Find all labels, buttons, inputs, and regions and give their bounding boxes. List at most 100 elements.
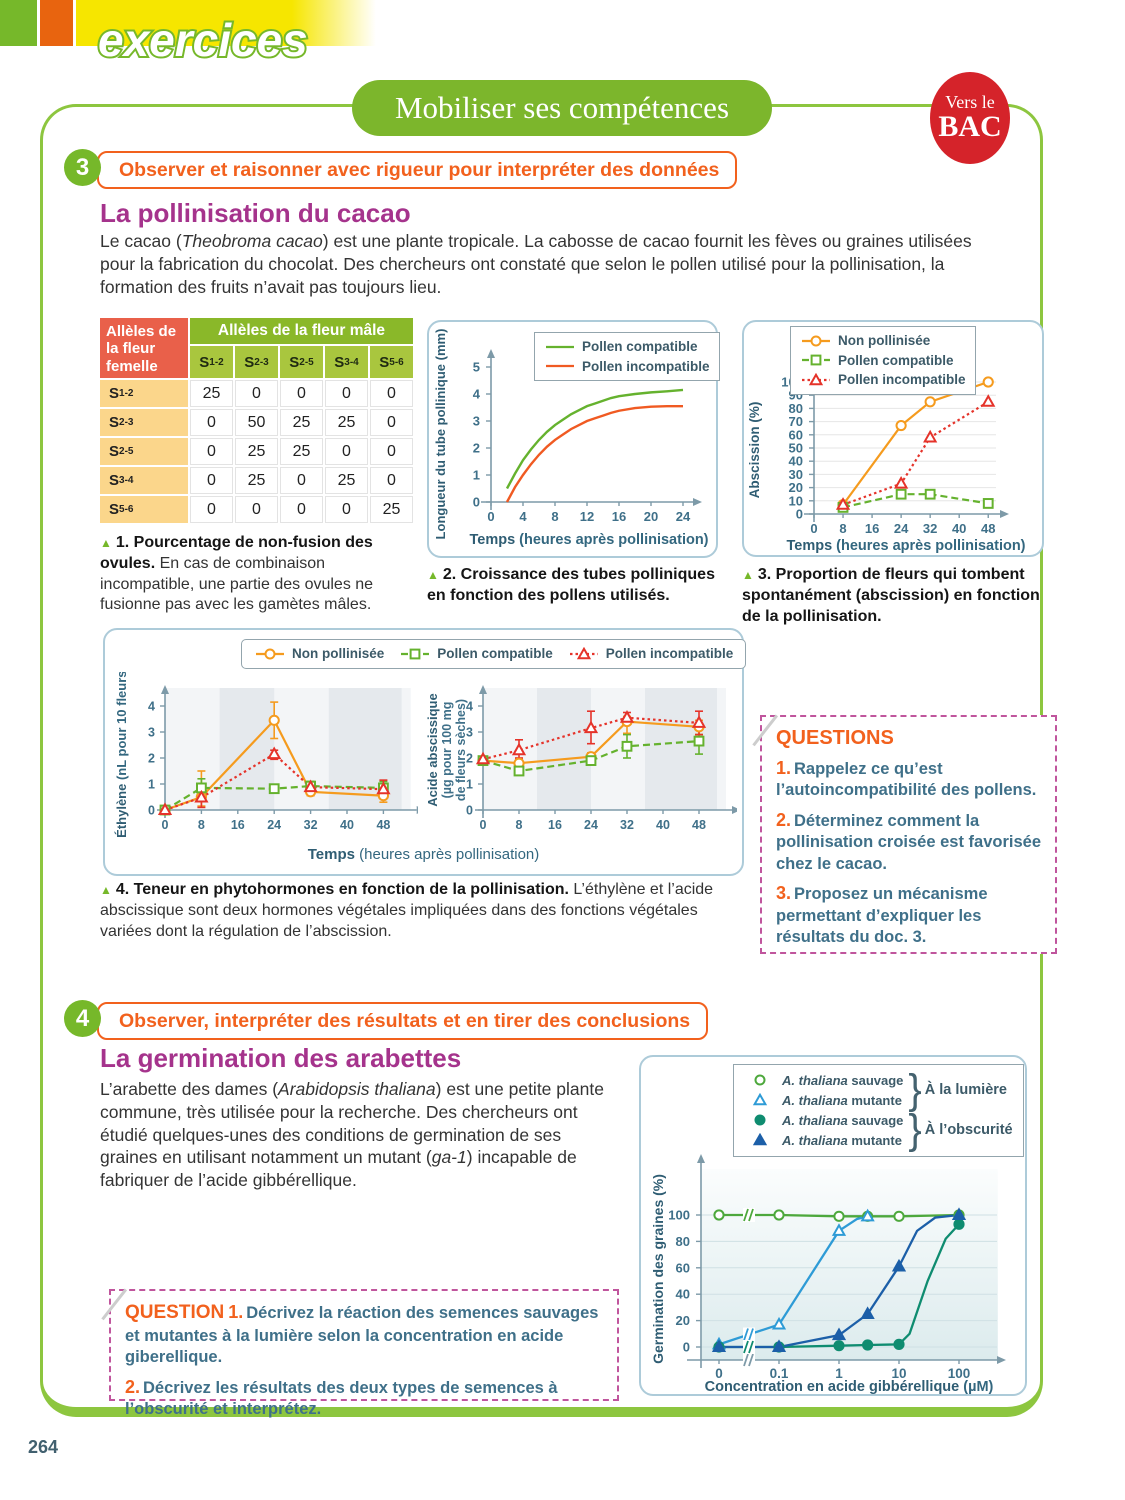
section-banner-label: Mobiliser ses compétences <box>394 90 730 125</box>
svg-text:2: 2 <box>466 752 473 766</box>
legend-brace: } <box>908 1066 922 1114</box>
caption4-bold: 4. Teneur en phytohormones en fonction d… <box>115 881 569 898</box>
table-cell: 0 <box>325 380 368 407</box>
svg-text:10: 10 <box>789 493 803 508</box>
legend-entry: A. thaliana sauvage <box>744 1110 903 1130</box>
svg-text:0: 0 <box>148 804 155 818</box>
chart-tube-growth: 0 4 8 12 16 20 24 0 1 2 3 4 5 Temps (heures après pol… <box>427 320 720 558</box>
legend-label: Pollen compatible <box>582 339 698 354</box>
svg-text:Acide abscissique: Acide abscissique <box>425 693 440 806</box>
svg-text:1: 1 <box>466 778 473 792</box>
svg-text:8: 8 <box>551 509 558 524</box>
table-cell: 0 <box>190 409 233 436</box>
exercise4-title: La germination des arabettes <box>100 1043 461 1074</box>
svg-text:16: 16 <box>612 509 626 524</box>
caption4-rest: L’éthylène et l’acide abscissique sont d… <box>100 881 714 940</box>
table-row-header: S 3-4 <box>100 467 188 494</box>
legend-label: A. thaliana sauvage <box>782 1112 904 1128</box>
legend-entry: A. thaliana sauvage <box>744 1070 903 1090</box>
caption-doc2: ▲ 2. Croissance des tubes polliniques en … <box>427 565 719 607</box>
exercise3-number-badge: 3 <box>64 149 101 186</box>
chart-germination: 0 0.1 1 10 100 0 20 40 60 80 100 Concentration en a… <box>639 1055 1027 1396</box>
exercise3-competence-label: Observer et raisonner avec rigueur pour … <box>119 158 720 181</box>
legend-entry: Pollen incompatible <box>800 370 966 390</box>
svg-text:0: 0 <box>473 495 480 510</box>
svg-text:5: 5 <box>473 360 480 375</box>
page-number: 264 <box>28 1437 58 1458</box>
question-text: Déterminez comment la pollinisation croi… <box>776 811 1042 873</box>
svg-text:80: 80 <box>789 401 803 416</box>
chart-abscission: 0816243240480102030405060708090100Temps … <box>742 320 1044 557</box>
exercise3-competence-box: Observer et raisonner avec rigueur pour … <box>97 151 738 189</box>
svg-text:24: 24 <box>894 521 909 536</box>
badge-bottom-label: BAC <box>938 110 1002 144</box>
table-cell: 0 <box>190 438 233 465</box>
svg-text:30: 30 <box>789 467 803 482</box>
svg-text:1: 1 <box>148 778 155 792</box>
svg-text:1: 1 <box>835 1366 843 1381</box>
legend-label: Pollen compatible <box>838 352 954 368</box>
legend-entry: Pollen incompatible <box>568 644 733 664</box>
svg-text:2: 2 <box>148 752 155 766</box>
exercise4-number-badge: 4 <box>64 1000 101 1037</box>
question-text: Proposez un mécanisme permettant d’expli… <box>776 885 988 947</box>
table-row-header: S 1-2 <box>100 380 188 407</box>
question-item: 1. Rappelez ce qu’est l’autoincompatibili… <box>776 757 1041 802</box>
shared-x-axis-label: Temps (heures après pollinisation) <box>307 846 540 863</box>
intro3-species: Theobroma cacao <box>181 231 323 251</box>
caption1-bold: 1. Pourcentage de non-fusion des ovules. <box>100 534 373 572</box>
legend-label: Pollen compatible <box>437 646 553 661</box>
exercise3-title-text: La pollinisation du cacao <box>100 198 411 228</box>
table-cell: 25 <box>280 438 323 465</box>
caption3-arrow-icon: ▲ <box>742 568 754 582</box>
legend-entry: Pollen compatible <box>399 644 553 664</box>
svg-text:4: 4 <box>519 509 527 524</box>
caption-doc4: ▲ 4. Teneur en phytohormones en fonction … <box>100 880 742 942</box>
caption3-bold: 3. Proportion de fleurs qui tombent spon… <box>742 566 1040 625</box>
table-column-header: S 5-6 <box>370 346 413 378</box>
svg-text:16: 16 <box>548 818 562 832</box>
table-row-header: S 5-6 <box>100 496 188 523</box>
svg-text:20: 20 <box>789 480 803 495</box>
legend-series-icon <box>754 1074 766 1086</box>
legend-group-label: À l’obscurité <box>924 1122 1013 1138</box>
caption2-arrow-icon: ▲ <box>427 568 439 582</box>
svg-text:20: 20 <box>644 509 658 524</box>
svg-text:48: 48 <box>692 818 706 832</box>
section-banner: Mobiliser ses compétences <box>352 80 772 136</box>
caption-doc1: ▲ 1. Pourcentage de non-fusion des ovules… <box>100 533 402 616</box>
svg-text:Temps (heures après pollinisat: Temps (heures après pollinisation) <box>469 532 708 548</box>
table-cell: 50 <box>235 409 278 436</box>
svg-text:10: 10 <box>891 1366 906 1381</box>
table-cell: 0 <box>370 380 413 407</box>
svg-text:Abscission (%): Abscission (%) <box>747 402 762 499</box>
legend-series-icon <box>802 372 830 386</box>
question-item: QUESTION 1. Décrivez la réaction des semen… <box>125 1301 603 1369</box>
intro4-gene: ga-1 <box>431 1147 467 1168</box>
svg-text:40: 40 <box>340 818 354 832</box>
legend-entry: Non pollinisée <box>254 644 384 664</box>
svg-text:8: 8 <box>516 818 523 832</box>
question-item: 2. Déterminez comment la pollinisation cr… <box>776 809 1041 875</box>
chart-phytohormones: Non pollinisée Pollen compatible Pollen in… <box>103 628 747 876</box>
legend-label: A. thaliana mutante <box>782 1132 902 1148</box>
exercise4-number: 4 <box>75 1004 90 1032</box>
page-number-text: 264 <box>28 1437 59 1457</box>
badge-top-label: Vers le <box>945 92 995 113</box>
brand-logo: exercices <box>96 12 310 68</box>
question-number: 1. <box>228 1302 244 1322</box>
question-box-ex4: QUESTION 1. Décrivez la réaction des semen… <box>101 1288 619 1418</box>
table-cell: 0 <box>280 496 323 523</box>
legend-entry: A. thaliana mutante <box>744 1090 903 1110</box>
intro3-post: ) est une plante tropicale. La cabosse d… <box>100 231 972 297</box>
legend-entry: Pollen compatible <box>800 351 966 371</box>
svg-text:16: 16 <box>865 521 879 536</box>
table-cell: 0 <box>280 380 323 407</box>
table-row-header: S 2-5 <box>100 438 188 465</box>
svg-text:Temps (heures après pollinisat: Temps (heures après pollinisation) <box>786 538 1025 554</box>
table-cell: 25 <box>370 496 413 523</box>
svg-text:0: 0 <box>796 507 803 522</box>
svg-text:24: 24 <box>584 818 598 832</box>
caption1-arrow-icon: ▲ <box>100 536 112 550</box>
